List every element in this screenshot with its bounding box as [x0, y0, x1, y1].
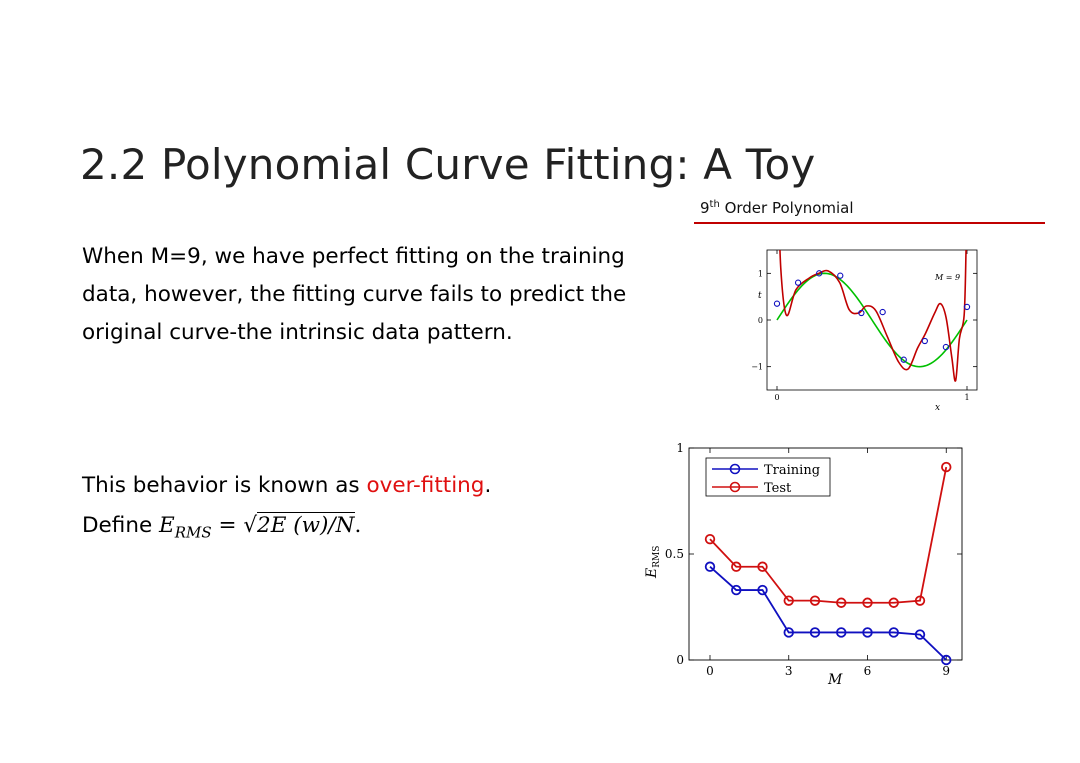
- series-point-test: [783, 595, 794, 606]
- series-point-test: [809, 595, 821, 606]
- data-point: [794, 279, 802, 286]
- series-point-training: [757, 584, 768, 596]
- series-point-test: [757, 561, 768, 572]
- x-tick-label: 9: [942, 664, 950, 678]
- y-tick-label: 1: [676, 441, 684, 455]
- true-curve: [776, 272, 968, 368]
- define-line: Define ERMS = √2E (w)/N.: [82, 506, 491, 552]
- caption-superscript: th: [709, 199, 720, 210]
- legend-test-marker: [729, 481, 741, 493]
- paragraph-definition: This behavior is known as over-fitting. …: [82, 466, 491, 552]
- series-line-test: [709, 466, 948, 604]
- y-tick-label: 0.5: [665, 547, 684, 561]
- series-point-test: [704, 533, 716, 545]
- data-point: [921, 337, 928, 345]
- formula-radicand: 2E (w)/N: [257, 512, 355, 538]
- series-point-test: [862, 597, 873, 608]
- data-point: [963, 303, 971, 311]
- slide-title: 2.2 Polynomial Curve Fitting: A Toy: [80, 140, 816, 189]
- legend-training-label: Training: [764, 463, 820, 478]
- legend-training-marker: [729, 463, 741, 475]
- caption-number: 9: [700, 199, 710, 217]
- define-text: Define: [82, 513, 160, 538]
- series-point-test: [836, 597, 847, 608]
- x-tick-label: 0: [706, 664, 714, 678]
- x-axis-label: M: [827, 672, 843, 688]
- erms-formula: ERMS = √2E (w)/N.: [159, 512, 362, 542]
- y-tick-label: 0: [758, 316, 763, 325]
- y-tick-label: −1: [751, 363, 763, 372]
- poly-points: [773, 270, 971, 363]
- err-ticks: 0 0.5 1 0 3 6 9: [665, 441, 962, 678]
- formula-equals: =: [211, 513, 244, 538]
- figure-caption: 9th Order Polynomial: [700, 199, 854, 217]
- x-tick-label: 0: [774, 393, 779, 402]
- fitted-curve: [779, 250, 967, 382]
- series-point-training: [914, 629, 926, 640]
- y-tick-label: 1: [758, 269, 763, 278]
- series-point-test: [914, 595, 926, 606]
- overfitting-term: over-fitting: [366, 473, 485, 498]
- x-tick-label: 3: [785, 664, 793, 678]
- y-axis-label-e: E: [644, 568, 660, 579]
- x-tick-label: 1: [964, 393, 969, 402]
- series-point-test: [888, 597, 899, 608]
- formula-end: .: [354, 513, 362, 538]
- series-point-training: [704, 561, 716, 572]
- polynomial-fit-chart: −1 0 1 0 1 M = 9 t x: [751, 249, 978, 413]
- series-point-training: [731, 584, 742, 596]
- series-point-training: [862, 627, 873, 638]
- erms-chart: 0 0.5 1 0 3 6 9 Training Test M ERMS: [644, 441, 963, 688]
- overfitting-text: This behavior is known as: [82, 473, 367, 498]
- data-point: [816, 270, 823, 277]
- sqrt-symbol: √: [243, 513, 258, 538]
- series-point-training: [941, 654, 952, 666]
- data-point: [773, 300, 781, 307]
- series-point-training: [836, 627, 847, 638]
- legend-box: [705, 457, 831, 497]
- legend: Training Test: [705, 457, 831, 497]
- series-point-training: [809, 627, 821, 638]
- caption-rule: [694, 222, 1045, 224]
- y-axis-label-sub: RMS: [652, 546, 662, 568]
- legend-test-label: Test: [764, 481, 792, 496]
- y-axis-label: t: [758, 291, 762, 301]
- series-line-training: [709, 566, 947, 661]
- caption-text: Order Polynomial: [719, 199, 854, 217]
- model-order-label: M = 9: [934, 273, 960, 282]
- series-point-training: [783, 627, 794, 638]
- series-point-test: [731, 561, 742, 572]
- data-point: [942, 343, 950, 351]
- formula-subscript: RMS: [174, 523, 212, 542]
- data-point: [837, 272, 844, 279]
- poly-ticks: −1 0 1 0 1: [751, 250, 977, 402]
- data-point: [900, 356, 907, 363]
- data-point: [879, 308, 886, 316]
- overfitting-period: .: [484, 473, 492, 498]
- series-point-training: [888, 627, 899, 638]
- formula-e: E: [159, 513, 175, 538]
- data-point: [858, 309, 865, 317]
- x-tick-label: 6: [864, 664, 872, 678]
- x-axis-label: x: [935, 403, 940, 413]
- paragraph-overfitting-description: When M=9, we have perfect fitting on the…: [82, 244, 627, 345]
- y-tick-label: 0: [676, 653, 684, 667]
- overfitting-line: This behavior is known as over-fitting.: [82, 466, 491, 506]
- err-series: [704, 461, 952, 666]
- series-point-test: [941, 461, 952, 473]
- y-axis-label: ERMS: [644, 546, 662, 579]
